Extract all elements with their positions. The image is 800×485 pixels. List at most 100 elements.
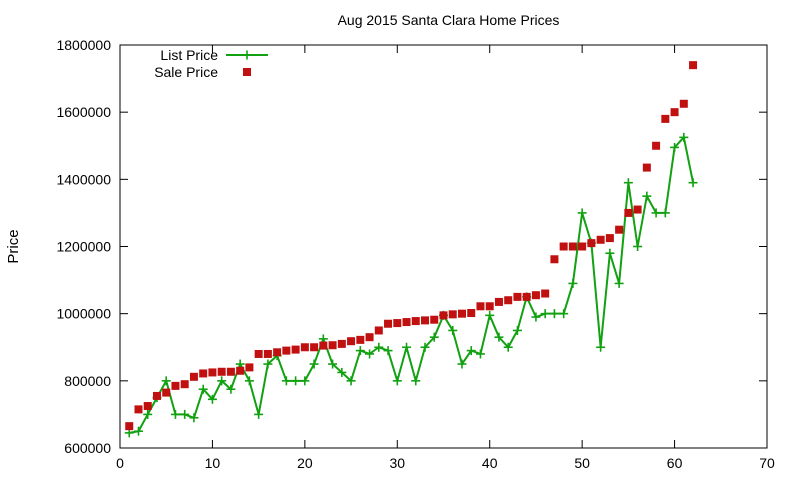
- sale-price-point: [134, 405, 143, 414]
- list-price-point: [670, 142, 680, 152]
- sale-price-point: [365, 333, 374, 342]
- list-price-point: [226, 384, 236, 394]
- sale-price-point: [485, 302, 494, 311]
- list-price-point: [485, 310, 495, 320]
- sale-price-point: [421, 316, 430, 325]
- list-price-point: [660, 208, 670, 218]
- list-price-point: [242, 50, 252, 60]
- sale-price-point: [236, 366, 245, 375]
- sale-price-point: [448, 310, 457, 319]
- list-price-point: [402, 342, 412, 352]
- list-price-point: [494, 332, 504, 342]
- y-tick-label: 1400000: [56, 171, 111, 187]
- list-price-point: [549, 309, 559, 319]
- list-price-point: [614, 278, 624, 288]
- sale-price-point: [652, 141, 661, 150]
- sale-price-point: [263, 349, 272, 358]
- chart-title: Aug 2015 Santa Clara Home Prices: [338, 12, 560, 28]
- list-price-point: [161, 376, 171, 386]
- list-price-point: [568, 278, 578, 288]
- sale-price-point: [319, 341, 328, 350]
- sale-price-point: [531, 291, 540, 300]
- sale-price-point: [522, 292, 531, 301]
- x-tick-label: 40: [482, 455, 498, 471]
- sale-price-point: [615, 225, 624, 234]
- y-tick-label: 1200000: [56, 239, 111, 255]
- sale-price-point: [605, 234, 614, 243]
- x-tick-label: 0: [116, 455, 124, 471]
- list-price-point: [207, 394, 217, 404]
- list-price-point: [688, 178, 698, 188]
- list-price-point: [411, 376, 421, 386]
- list-price-point: [392, 376, 402, 386]
- sale-price-point: [439, 311, 448, 320]
- sale-price-point: [254, 349, 263, 358]
- sale-price-point: [199, 369, 208, 378]
- list-price-point: [623, 178, 633, 188]
- sale-price-point: [689, 61, 698, 70]
- list-price-point: [300, 376, 310, 386]
- sale-price-point: [180, 380, 189, 389]
- sale-price-point: [300, 343, 309, 352]
- list-price-point: [143, 409, 153, 419]
- x-tick-label: 30: [389, 455, 405, 471]
- list-price-point: [577, 208, 587, 218]
- sale-price-point: [328, 341, 337, 350]
- sale-price-point: [245, 363, 254, 372]
- sale-price-point: [513, 292, 522, 301]
- list-price-point: [281, 376, 291, 386]
- list-price-point: [337, 367, 347, 377]
- legend-label: Sale Price: [154, 64, 218, 80]
- sale-price-point: [633, 205, 642, 214]
- sale-price-point: [162, 388, 171, 397]
- sale-price-point: [494, 297, 503, 306]
- list-price-point: [448, 325, 458, 335]
- sale-price-point: [282, 346, 291, 355]
- y-tick-label: 800000: [64, 373, 111, 389]
- list-price-point: [365, 349, 375, 359]
- list-price-point: [531, 312, 541, 322]
- list-price-point: [180, 409, 190, 419]
- list-price-point: [420, 342, 430, 352]
- list-price-point: [244, 376, 254, 386]
- sale-price-point: [402, 318, 411, 327]
- sale-price-point: [189, 372, 198, 381]
- list-price-point: [512, 325, 522, 335]
- y-tick-label: 1600000: [56, 104, 111, 120]
- x-tick-label: 60: [667, 455, 683, 471]
- list-price-point: [346, 376, 356, 386]
- list-price-point: [651, 208, 661, 218]
- legend-label: List Price: [160, 47, 218, 63]
- x-tick-label: 50: [574, 455, 590, 471]
- list-price-point: [170, 409, 180, 419]
- list-price-point: [383, 346, 393, 356]
- axes-layer: 0 10 20 30 40 50 60 70 600000 800000 1000000 120000…: [56, 37, 775, 471]
- list-price-point: [679, 132, 689, 142]
- sale-price-point: [642, 163, 651, 172]
- sale-price-point: [559, 242, 568, 251]
- sale-price-point: [273, 348, 282, 357]
- x-tick-label: 70: [759, 455, 775, 471]
- sale-price-point: [393, 319, 402, 328]
- list-price-point: [633, 242, 643, 251]
- sale-price-point: [624, 208, 633, 217]
- sale-price-point: [125, 422, 134, 431]
- sale-price-point: [384, 319, 393, 328]
- list-price-point: [374, 342, 384, 352]
- list-price-point: [429, 332, 439, 342]
- plot-frame: [119, 44, 768, 449]
- list-price-point: [328, 359, 338, 369]
- sale-price-point: [661, 114, 670, 123]
- sale-price-point: [430, 315, 439, 324]
- sale-price-point: [208, 368, 217, 377]
- list-price-point: [475, 349, 485, 359]
- sale-price-point: [587, 239, 596, 248]
- sale-price-point: [143, 402, 152, 411]
- list-price-point: [198, 384, 208, 394]
- x-tick-label: 10: [205, 455, 221, 471]
- sale-price-point: [347, 337, 356, 346]
- list-price-point: [263, 359, 273, 369]
- list-price-point: [254, 409, 264, 419]
